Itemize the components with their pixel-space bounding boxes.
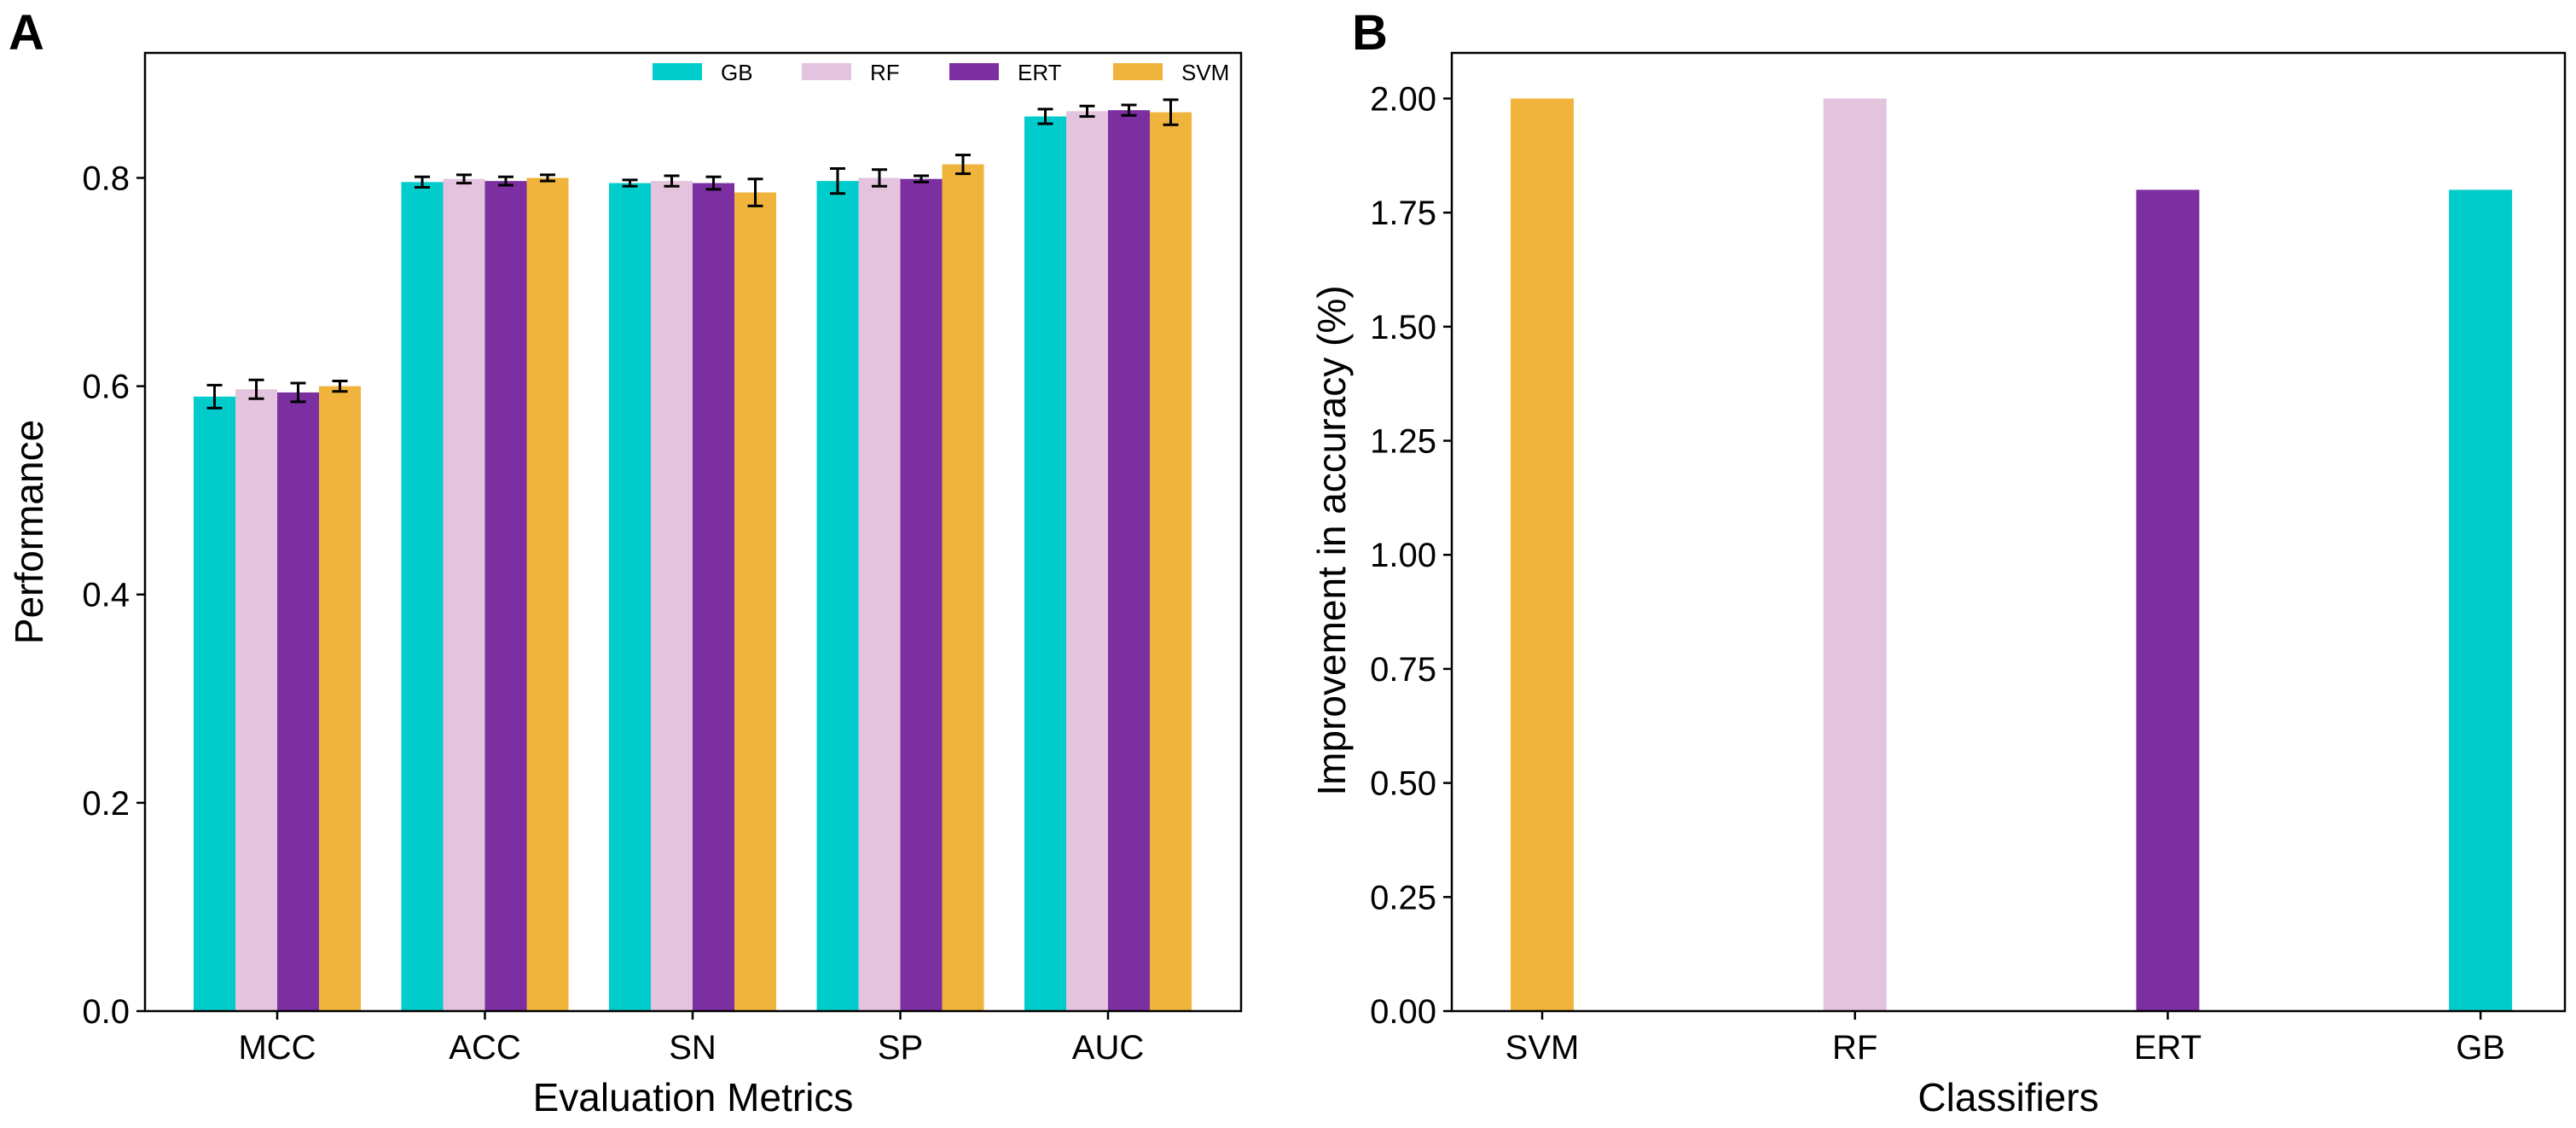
error-bar-sp-rf: [872, 168, 887, 188]
error-bar-sp-svm: [955, 154, 971, 176]
y-tick-label: 0.0: [82, 993, 130, 1031]
panel-a-y-ticks: 0.0 0.2 0.4 0.6 0.8: [82, 160, 145, 1031]
legend-label-gb: GB: [721, 60, 753, 85]
y-tick-label: 0.2: [82, 785, 130, 823]
error-bar-mcc-gb: [206, 383, 223, 410]
x-tick-label-mcc: MCC: [238, 1029, 316, 1067]
y-tick-label: 1.25: [1370, 423, 1436, 461]
error-bar-auc-svm: [1163, 98, 1179, 126]
panel-a-letter: A: [9, 5, 44, 61]
bar-mcc-rf: [235, 389, 277, 1012]
y-tick-label: 0.6: [82, 369, 130, 406]
legend-label-svm: SVM: [1181, 60, 1229, 85]
bar-auc-rf: [1066, 111, 1108, 1011]
y-tick-label: 0.50: [1370, 765, 1436, 803]
panel-a-x-axis-title: Evaluation Metrics: [533, 1075, 854, 1119]
error-bar-mcc-ert: [290, 381, 306, 404]
bar-sn-ert: [693, 183, 734, 1011]
bar-ert: [2136, 189, 2200, 1011]
y-tick-label: 1.75: [1370, 195, 1436, 232]
bar-acc-ert: [484, 181, 527, 1012]
panel-b-x-ticks: SVM RF ERT GB: [1506, 1011, 2505, 1067]
error-bar-sn-rf: [664, 174, 680, 188]
y-tick-label: 0.75: [1370, 651, 1436, 689]
bar-sp-ert: [900, 178, 943, 1011]
error-bar-auc-ert: [1121, 103, 1137, 117]
y-tick-label: 0.25: [1370, 879, 1436, 916]
error-bar-sp-ert: [914, 174, 929, 183]
y-tick-label: 1.50: [1370, 309, 1436, 346]
legend-swatch-gb: [653, 63, 702, 80]
bar-mcc-gb: [194, 396, 235, 1012]
x-tick-label-rf: RF: [1832, 1029, 1877, 1067]
error-bar-auc-rf: [1079, 104, 1095, 118]
panel-b-bars: [1511, 98, 2513, 1011]
legend-swatch-svm: [1113, 63, 1163, 80]
bar-auc-ert: [1108, 110, 1150, 1011]
bar-mcc-ert: [277, 392, 319, 1011]
bar-sn-gb: [609, 183, 651, 1011]
panel-a-x-ticks: MCC ACC SN SP AUC: [238, 1011, 1144, 1067]
bar-sn-svm: [734, 192, 776, 1012]
error-bar-acc-rf: [456, 173, 472, 185]
legend-item-svm: SVM: [1113, 60, 1229, 85]
bar-auc-gb: [1024, 116, 1066, 1012]
panel-b-chart: B 0.00 0.25 0.50 0.75 1.00 1.25 1.50 1.75 2.00 S…: [1309, 5, 2567, 1119]
y-tick-label: 0.00: [1370, 993, 1436, 1031]
bar-sp-rf: [858, 177, 901, 1011]
y-tick-label: 1.00: [1370, 537, 1436, 574]
error-bar-acc-ert: [498, 175, 513, 187]
x-tick-label-sp: SP: [878, 1029, 923, 1067]
legend-item-gb: GB: [653, 60, 753, 85]
bar-acc-rf: [443, 178, 485, 1011]
bar-auc-svm: [1150, 112, 1192, 1012]
x-tick-label-gb: GB: [2456, 1029, 2505, 1067]
y-tick-label: 0.8: [82, 160, 130, 197]
error-bar-sp-gb: [830, 166, 845, 195]
panel-b-x-axis-title: Classifiers: [1917, 1075, 2098, 1119]
error-bar-sn-ert: [705, 175, 722, 191]
panel-b-y-ticks: 0.00 0.25 0.50 0.75 1.00 1.25 1.50 1.75 2.00: [1370, 80, 1452, 1031]
x-tick-label-svm: SVM: [1506, 1029, 1580, 1067]
error-bar-mcc-svm: [332, 380, 348, 393]
panel-a-error-bars: [206, 98, 1179, 410]
legend-item-ert: ERT: [949, 60, 1062, 85]
error-bar-acc-svm: [540, 173, 555, 183]
bar-rf: [1823, 98, 1887, 1011]
legend-label-ert: ERT: [1018, 60, 1062, 85]
x-tick-label-auc: AUC: [1072, 1029, 1144, 1067]
bar-mcc-svm: [319, 386, 361, 1011]
bar-acc-svm: [526, 177, 569, 1011]
bar-sn-rf: [651, 181, 693, 1012]
error-bar-sn-gb: [622, 178, 638, 188]
bar-acc-gb: [401, 182, 444, 1012]
error-bar-mcc-rf: [248, 378, 264, 400]
x-tick-label-sn: SN: [669, 1029, 717, 1067]
bar-gb: [2449, 189, 2513, 1011]
legend-item-rf: RF: [802, 60, 900, 85]
error-bar-acc-gb: [415, 175, 430, 189]
panel-a-bars: [194, 110, 1192, 1012]
y-tick-label: 2.00: [1370, 80, 1436, 118]
legend-swatch-ert: [949, 63, 999, 80]
legend-swatch-rf: [802, 63, 851, 80]
bar-sp-gb: [816, 181, 859, 1012]
legend-label-rf: RF: [870, 60, 900, 85]
panel-a-y-axis-title: Performance: [7, 420, 51, 644]
bar-svm: [1511, 98, 1574, 1011]
error-bar-sn-svm: [747, 177, 763, 207]
panel-b-letter: B: [1352, 5, 1388, 61]
x-tick-label-acc: ACC: [449, 1029, 520, 1067]
x-tick-label-ert: ERT: [2134, 1029, 2202, 1067]
panel-a-legend: GB RF ERT SVM: [653, 60, 1229, 85]
error-bar-auc-gb: [1037, 108, 1053, 125]
panel-b-y-axis-title: Improvement in accuracy (%): [1309, 285, 1354, 795]
panel-a-chart: A 0.0 0.2 0.4 0.6 0.8 MCC ACC SN SP AUC GB RF ERT S…: [7, 5, 1243, 1119]
bar-sp-svm: [942, 164, 984, 1011]
panel-b-plot-frame: [1450, 51, 2567, 1013]
y-tick-label: 0.4: [82, 577, 130, 614]
